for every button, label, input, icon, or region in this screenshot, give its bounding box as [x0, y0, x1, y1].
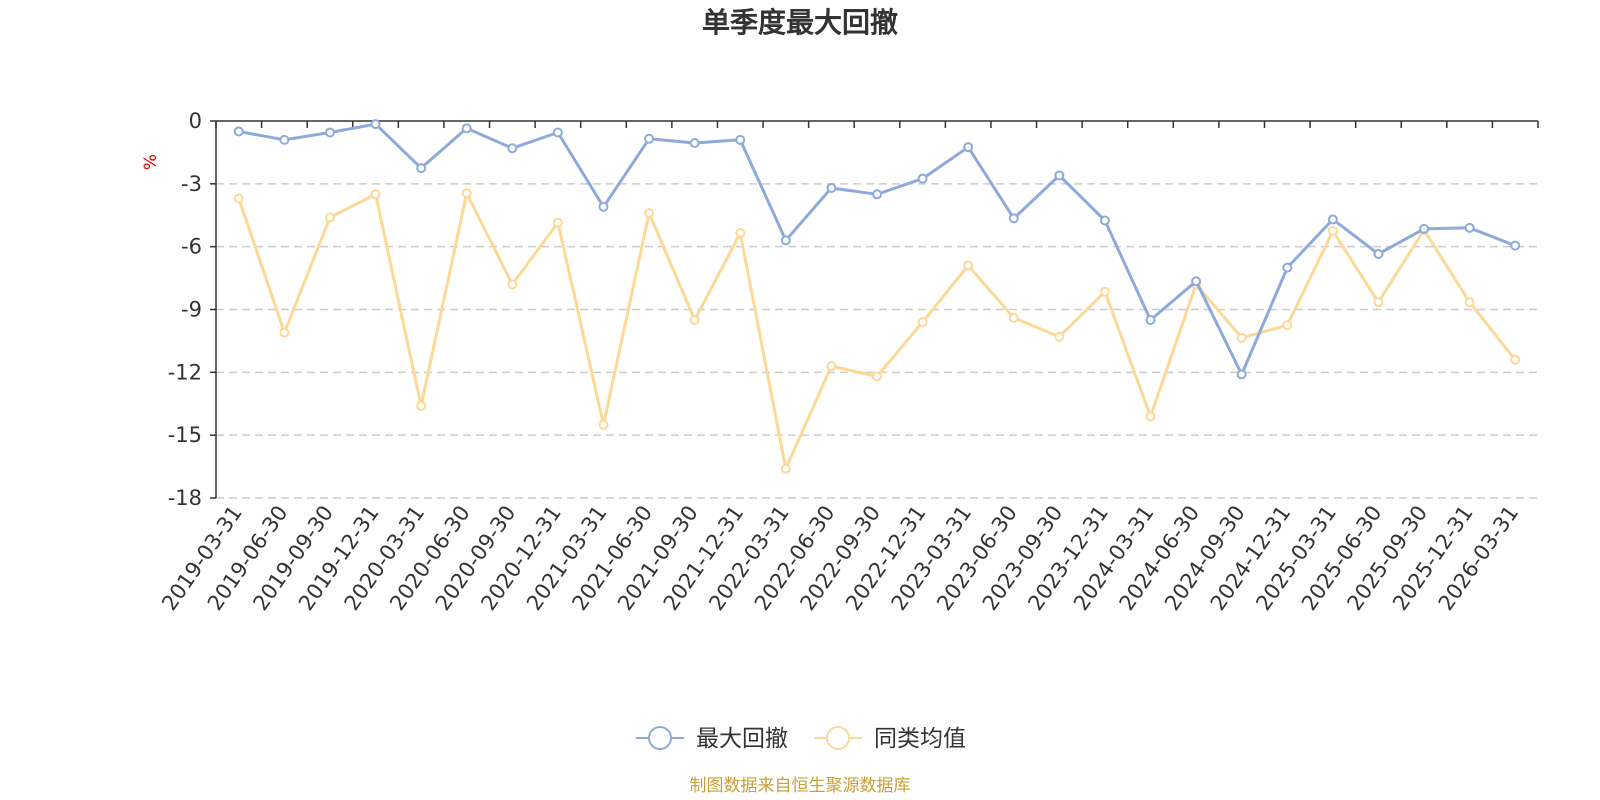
data-point[interactable] [1099, 215, 1110, 226]
data-point[interactable] [1510, 240, 1521, 251]
data-point[interactable] [1464, 297, 1475, 308]
data-point[interactable] [461, 188, 472, 199]
data-point[interactable] [872, 371, 882, 382]
data-point[interactable] [1191, 276, 1202, 287]
legend-marker-icon [648, 726, 672, 750]
data-point[interactable] [324, 212, 335, 223]
data-point[interactable] [598, 419, 609, 430]
legend[interactable]: 最大回撤 同类均值 [636, 726, 966, 752]
y-tick-label: -12 [168, 360, 202, 384]
data-point[interactable] [1282, 320, 1293, 331]
data-point[interactable] [1099, 286, 1110, 297]
data-point[interactable] [370, 189, 381, 200]
data-point[interactable] [963, 260, 974, 271]
data-point[interactable] [233, 193, 244, 204]
data-point[interactable] [1510, 354, 1521, 365]
y-tick-label: -6 [181, 235, 202, 259]
y-axis-label: % [141, 154, 161, 170]
data-point[interactable] [1008, 213, 1019, 224]
data-point[interactable] [1464, 222, 1475, 233]
data-point[interactable] [324, 127, 335, 138]
legend-marker-icon [826, 726, 850, 750]
data-point[interactable] [963, 142, 974, 153]
data-point[interactable] [233, 126, 244, 137]
data-point[interactable] [1327, 225, 1338, 236]
data-point[interactable] [507, 279, 518, 290]
data-point[interactable] [689, 137, 700, 148]
data-point[interactable] [1327, 214, 1338, 225]
data-point[interactable] [416, 163, 427, 174]
data-point[interactable] [1282, 262, 1293, 273]
legend-label: 最大回撤 [696, 726, 788, 752]
data-point[interactable] [1236, 369, 1247, 380]
y-tick-label: -9 [181, 298, 202, 322]
data-point[interactable] [644, 208, 655, 219]
data-point[interactable] [416, 400, 427, 411]
series-lines [233, 119, 1521, 474]
grid-lines [216, 183, 1538, 499]
data-point[interactable] [735, 134, 746, 145]
legend-label: 同类均值 [874, 726, 966, 752]
y-tick-label: -18 [168, 486, 202, 510]
data-point[interactable] [1054, 170, 1065, 181]
data-point[interactable] [780, 235, 791, 246]
series-line [237, 191, 1517, 471]
data-point[interactable] [1373, 248, 1384, 259]
data-point[interactable] [279, 134, 290, 145]
data-point[interactable] [735, 228, 746, 239]
data-point[interactable] [279, 327, 290, 338]
y-tick-label: -3 [181, 172, 202, 196]
data-point[interactable] [1054, 331, 1065, 342]
series-1 [233, 119, 1521, 380]
data-point[interactable] [917, 317, 928, 328]
data-point[interactable] [461, 123, 472, 134]
data-point[interactable] [370, 119, 381, 130]
data-point[interactable] [644, 133, 655, 144]
data-point[interactable] [872, 189, 882, 200]
data-point[interactable] [689, 314, 700, 325]
data-point[interactable] [780, 463, 791, 474]
y-tick-label: 0 [189, 109, 202, 133]
series-2 [233, 188, 1521, 474]
legend-item-2[interactable]: 同类均值 [814, 726, 966, 752]
y-tick-label: -15 [168, 423, 202, 447]
data-point[interactable] [1419, 223, 1430, 234]
data-point[interactable] [826, 361, 837, 372]
data-point[interactable] [1236, 332, 1247, 343]
data-point[interactable] [552, 127, 563, 138]
data-point[interactable] [1008, 312, 1019, 323]
legend-item-1[interactable]: 最大回撤 [636, 726, 788, 752]
source-note: 制图数据来自恒生聚源数据库 [690, 776, 911, 796]
data-point[interactable] [1145, 411, 1156, 422]
data-point[interactable] [552, 217, 563, 228]
data-point[interactable] [826, 183, 837, 194]
axes: 0-3-6-9-12-15-182019-03-312019-06-302019… [157, 109, 1539, 615]
data-point[interactable] [1373, 297, 1384, 308]
data-point[interactable] [507, 143, 518, 154]
chart-title: 单季度最大回撤 [702, 6, 898, 39]
data-point[interactable] [1145, 314, 1156, 325]
data-point[interactable] [598, 201, 609, 212]
data-point[interactable] [917, 173, 928, 184]
